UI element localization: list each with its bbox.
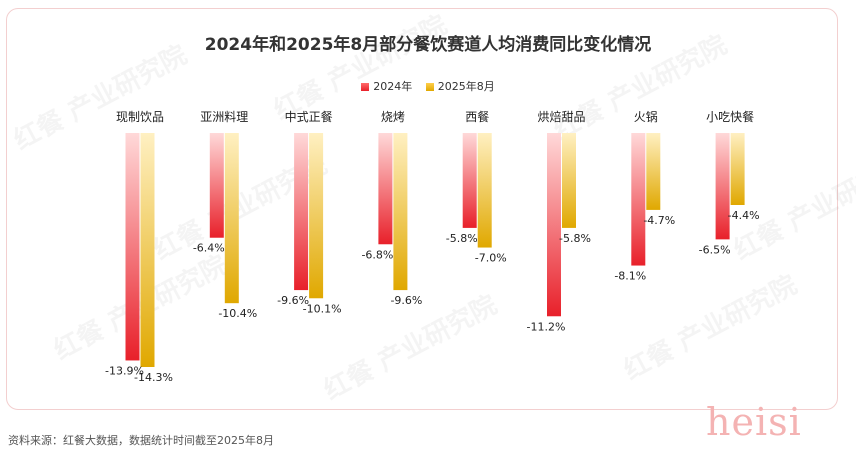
legend-swatch-2025 <box>425 83 434 91</box>
data-label-2024-1: -6.4% <box>193 242 225 255</box>
data-label-2025-5: -5.8% <box>559 232 591 245</box>
bar-2025-3 <box>393 133 408 291</box>
watermark-0: 红餐 产业研究院 <box>9 39 192 156</box>
data-label-2024-3: -6.8% <box>361 248 393 261</box>
category-label-5: 烘焙甜品 <box>537 109 585 124</box>
category-label-0: 现制饮品 <box>116 110 164 124</box>
bar-2025-2 <box>309 133 324 299</box>
bar-2024-1 <box>209 133 224 238</box>
category-label-3: 烧烤 <box>381 109 405 124</box>
category-label-6: 火锅 <box>634 109 658 124</box>
data-label-2025-0: -14.3% <box>134 371 173 384</box>
source-footnote: 资料来源：红餐大数据，数据统计时间截至2025年8月 <box>8 434 274 447</box>
watermark-1: 红餐 产业研究院 <box>269 9 452 126</box>
bar-2025-5 <box>562 133 576 228</box>
category-label-2: 中式正餐 <box>285 109 333 124</box>
watermark-3: 红餐 产业研究院 <box>49 249 232 366</box>
data-label-2025-7: -4.4% <box>728 209 760 222</box>
category-label-7: 小吃快餐 <box>706 109 754 124</box>
data-label-2024-0: -13.9% <box>105 364 144 377</box>
data-label-2024-7: -6.5% <box>699 243 731 256</box>
category-label-4: 西餐 <box>465 109 489 124</box>
legend-label-2024: 2024年 <box>373 80 413 93</box>
bar-2025-0 <box>140 133 155 367</box>
bar-2024-5 <box>547 133 561 317</box>
data-label-2025-6: -4.7% <box>643 214 675 227</box>
chart-title: 2024年和2025年8月部分餐饮赛道人均消费同比变化情况 <box>204 35 652 55</box>
bar-2025-1 <box>224 133 239 304</box>
legend-swatch-2024 <box>361 83 370 91</box>
data-label-2024-5: -11.2% <box>527 320 566 333</box>
legend-item-2024: 2024年 <box>361 78 412 94</box>
watermark-5: 红餐 产业研究院 <box>619 269 802 386</box>
data-label-2024-6: -8.1% <box>614 270 646 283</box>
category-label-1: 亚洲料理 <box>200 110 248 124</box>
legend-item-2025: 2025年8月 <box>425 78 495 94</box>
data-label-2025-2: -10.1% <box>303 302 342 315</box>
watermark-2: 红餐 产业研究院 <box>549 29 732 146</box>
data-label-2025-4: -7.0% <box>475 252 507 265</box>
bar-2024-3 <box>378 133 393 245</box>
bar-2025-4 <box>477 133 492 248</box>
bar-2024-7 <box>715 133 730 240</box>
legend-label-2025: 2025年8月 <box>437 80 495 93</box>
chart-legend: 2024年 2025年8月 <box>0 78 856 94</box>
data-label-2024-4: -5.8% <box>446 232 478 245</box>
bar-2024-4 <box>462 133 477 228</box>
bar-2024-2 <box>294 133 309 291</box>
data-label-2024-2: -9.6% <box>277 294 309 307</box>
bar-2024-6 <box>631 133 646 266</box>
bars-group <box>125 133 745 367</box>
handwritten-signature: heisi <box>706 400 802 444</box>
data-label-2025-1: -10.4% <box>218 307 257 320</box>
data-label-2025-3: -9.6% <box>390 294 422 307</box>
bar-2025-7 <box>730 133 745 205</box>
watermark-7: 红餐 产业研究院 <box>729 149 856 266</box>
bar-2025-6 <box>646 133 661 210</box>
labels-group: 现制饮品 -13.9%-14.3% 亚洲料理 -6.4% -10.4% 中式正餐 -9.6%… <box>105 109 760 384</box>
bar-2024-0 <box>125 133 140 361</box>
